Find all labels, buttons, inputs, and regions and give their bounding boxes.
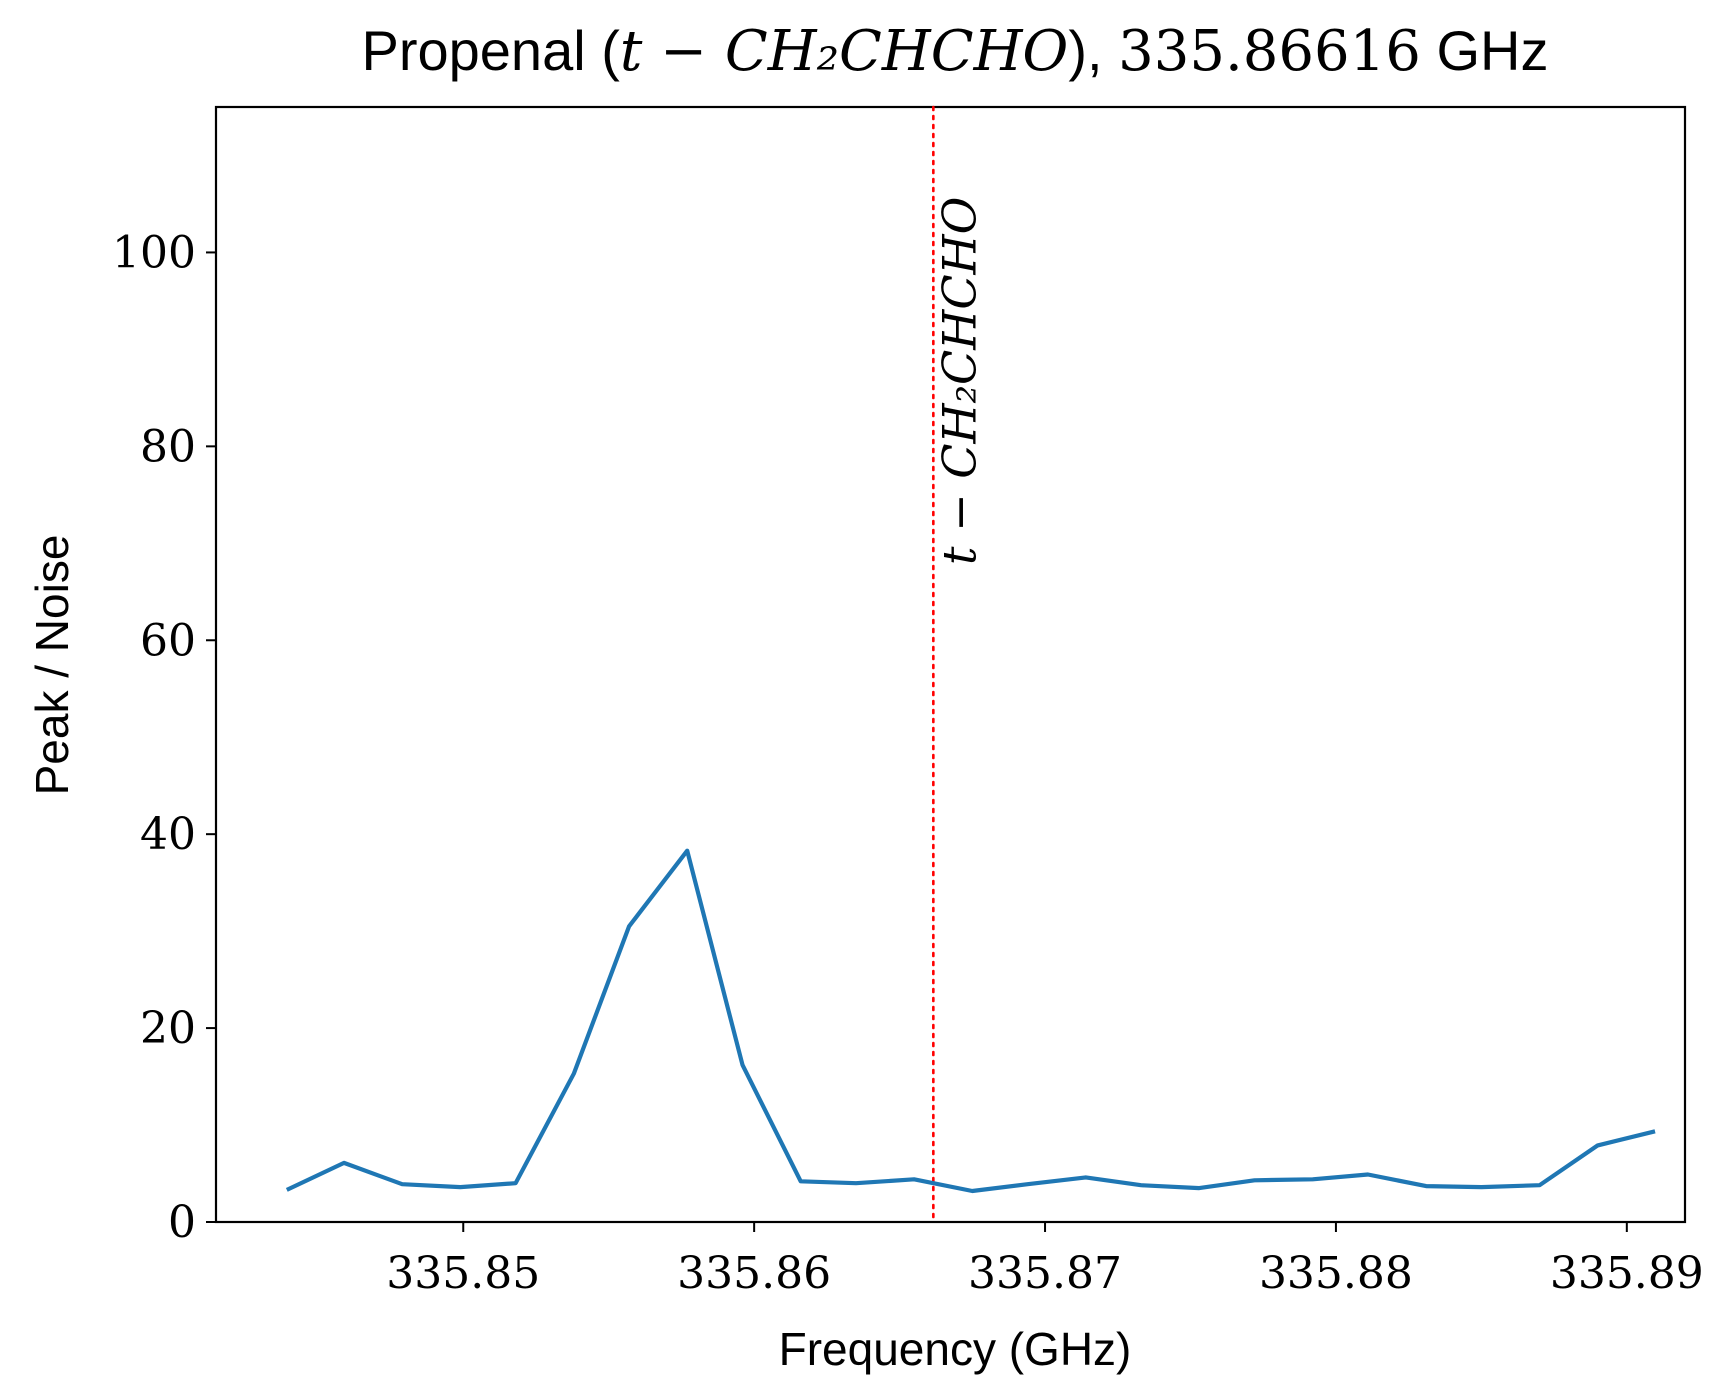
reference-line-label: t − CH₂CHCHO bbox=[932, 197, 986, 565]
x-tick-label: 335.85 bbox=[386, 1248, 540, 1299]
y-tick-label: 20 bbox=[140, 1003, 196, 1054]
annotations: t − CH₂CHCHO bbox=[932, 105, 986, 1224]
y-tick-label: 60 bbox=[140, 615, 196, 666]
title-frequency: 335.86616 bbox=[1118, 19, 1421, 84]
title-formula: t − CH₂CHCHO bbox=[620, 19, 1068, 84]
y-axis-label: Peak / Noise bbox=[26, 535, 78, 796]
x-axis-ticks: 335.85 335.86 335.87 335.88 335.89 bbox=[386, 1222, 1704, 1299]
title-unit: GHz bbox=[1421, 19, 1549, 82]
x-tick-label: 335.87 bbox=[968, 1248, 1122, 1299]
title-prefix: Propenal ( bbox=[362, 19, 621, 82]
series-line bbox=[285, 848, 1656, 1194]
y-tick-label: 100 bbox=[112, 227, 196, 278]
x-tick-label: 335.88 bbox=[1259, 1248, 1413, 1299]
series-group bbox=[285, 848, 1656, 1194]
x-tick-label: 335.86 bbox=[677, 1248, 831, 1299]
y-tick-label: 40 bbox=[140, 809, 196, 860]
y-tick-label: 80 bbox=[140, 421, 196, 472]
x-tick-label: 335.89 bbox=[1550, 1248, 1704, 1299]
title-suffix: ), bbox=[1068, 19, 1118, 82]
x-axis-label: Frequency (GHz) bbox=[779, 1323, 1132, 1375]
y-axis-ticks: 0 20 40 60 80 100 bbox=[112, 227, 216, 1248]
y-tick-label: 0 bbox=[168, 1197, 196, 1248]
plot-area-frame bbox=[214, 105, 1687, 1224]
chart-title: Propenal (t − CH₂CHCHO), 335.86616 GHz bbox=[362, 19, 1549, 84]
